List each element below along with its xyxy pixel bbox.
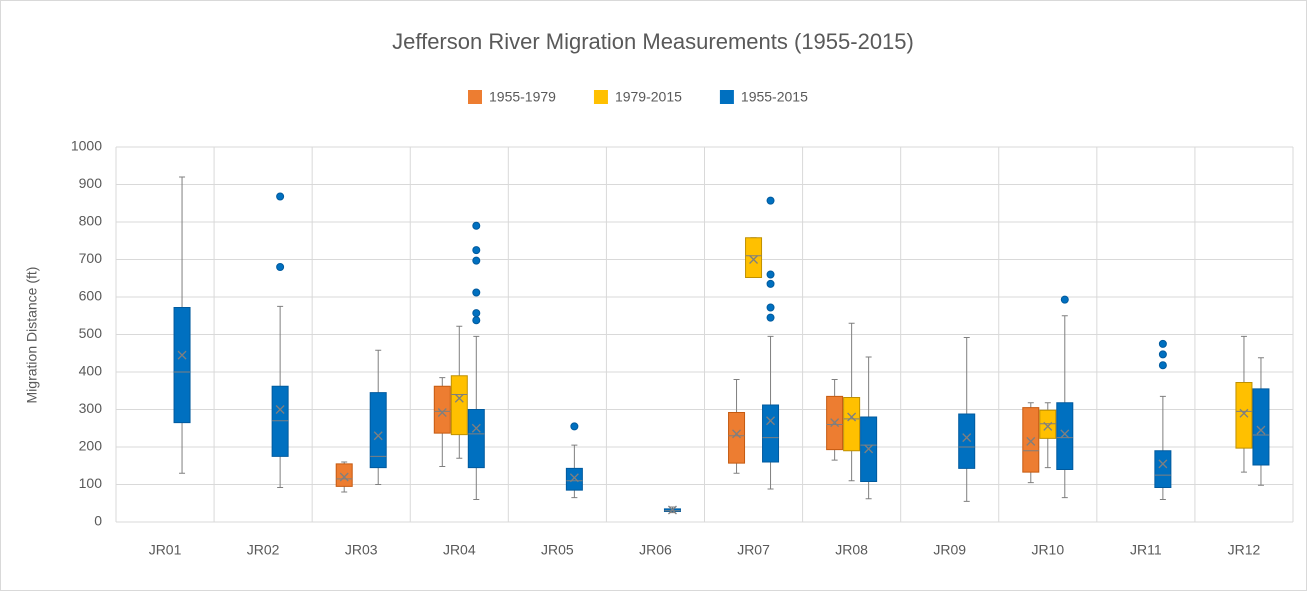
mean (830, 418, 840, 428)
box (565, 467, 583, 491)
mean (177, 350, 187, 360)
legend-label: 1979-2015 (615, 89, 682, 105)
legend-label: 1955-1979 (489, 89, 556, 105)
mean (749, 255, 759, 264)
box (450, 375, 468, 436)
x-tick-label: JR04 (443, 542, 476, 558)
chart-title: Jefferson River Migration Measurements (… (392, 29, 914, 54)
outlier (1158, 350, 1167, 359)
mean (569, 473, 579, 483)
mean (1239, 408, 1249, 418)
outlier (472, 288, 481, 297)
outlier (1158, 361, 1167, 370)
legend-swatch (719, 90, 734, 104)
x-tick-label: JR10 (1031, 542, 1064, 558)
outlier (766, 313, 775, 322)
box (762, 404, 780, 463)
mean (454, 393, 464, 403)
x-tick-label: JR11 (1130, 542, 1162, 558)
legend-swatch (468, 90, 482, 104)
box (728, 412, 746, 464)
mean (847, 412, 857, 422)
x-tick-label: JR03 (345, 542, 378, 558)
y-tick-label: 1000 (71, 138, 102, 154)
mean (667, 505, 677, 515)
mean (373, 431, 383, 441)
y-tick-label: 400 (79, 363, 103, 379)
x-tick-label: JR09 (933, 542, 966, 558)
mean (1026, 436, 1036, 446)
box (958, 413, 976, 469)
box (271, 385, 289, 457)
mean (275, 405, 285, 414)
outlier (472, 256, 481, 265)
box (1039, 409, 1057, 439)
box (369, 392, 387, 469)
y-tick-label: 700 (79, 250, 103, 266)
outlier (570, 422, 579, 431)
x-tick-label: JR07 (737, 542, 770, 558)
box (843, 397, 861, 452)
outlier (766, 196, 775, 205)
mean (864, 444, 874, 454)
box (1056, 402, 1074, 470)
box (1154, 450, 1172, 488)
y-tick-label: 100 (79, 475, 103, 491)
outlier (766, 279, 775, 288)
legend-swatch (593, 90, 608, 104)
y-tick-label: 900 (79, 175, 103, 191)
outlier (1060, 295, 1069, 304)
legend-label: 1955-2015 (741, 89, 808, 105)
y-tick-label: 300 (79, 400, 103, 416)
outlier (472, 316, 481, 325)
mean (1158, 459, 1168, 469)
y-tick-label: 500 (79, 325, 103, 341)
mean (1256, 425, 1266, 435)
outlier (1158, 339, 1167, 348)
box (335, 463, 353, 487)
outlier (276, 263, 285, 271)
box (467, 409, 485, 469)
outlier (276, 192, 285, 201)
mean (471, 423, 481, 433)
box (1252, 388, 1270, 466)
mean (766, 416, 776, 426)
y-axis-title: Migration Distance (ft) (24, 267, 40, 404)
mean (1060, 429, 1070, 439)
y-tick-label: 200 (79, 438, 103, 454)
x-tick-label: JR01 (149, 542, 182, 558)
box (173, 307, 191, 424)
x-tick-label: JR02 (247, 542, 280, 558)
mean (437, 408, 447, 417)
mean (339, 472, 349, 482)
outlier (766, 303, 775, 312)
outlier (766, 270, 775, 279)
outlier (472, 309, 481, 318)
mean (1043, 421, 1053, 431)
box (745, 237, 763, 278)
x-tick-label: JR12 (1228, 542, 1261, 558)
y-tick-label: 800 (79, 213, 103, 229)
box (1235, 382, 1253, 449)
mean (962, 433, 972, 443)
box (1022, 407, 1040, 473)
y-tick-label: 0 (94, 513, 102, 529)
mean (732, 429, 742, 439)
x-tick-label: JR06 (639, 542, 672, 558)
x-tick-label: JR08 (835, 542, 868, 558)
x-tick-label: JR05 (541, 542, 574, 558)
y-tick-label: 600 (79, 288, 103, 304)
box (433, 385, 451, 434)
outlier (472, 221, 481, 230)
outlier (472, 246, 481, 255)
